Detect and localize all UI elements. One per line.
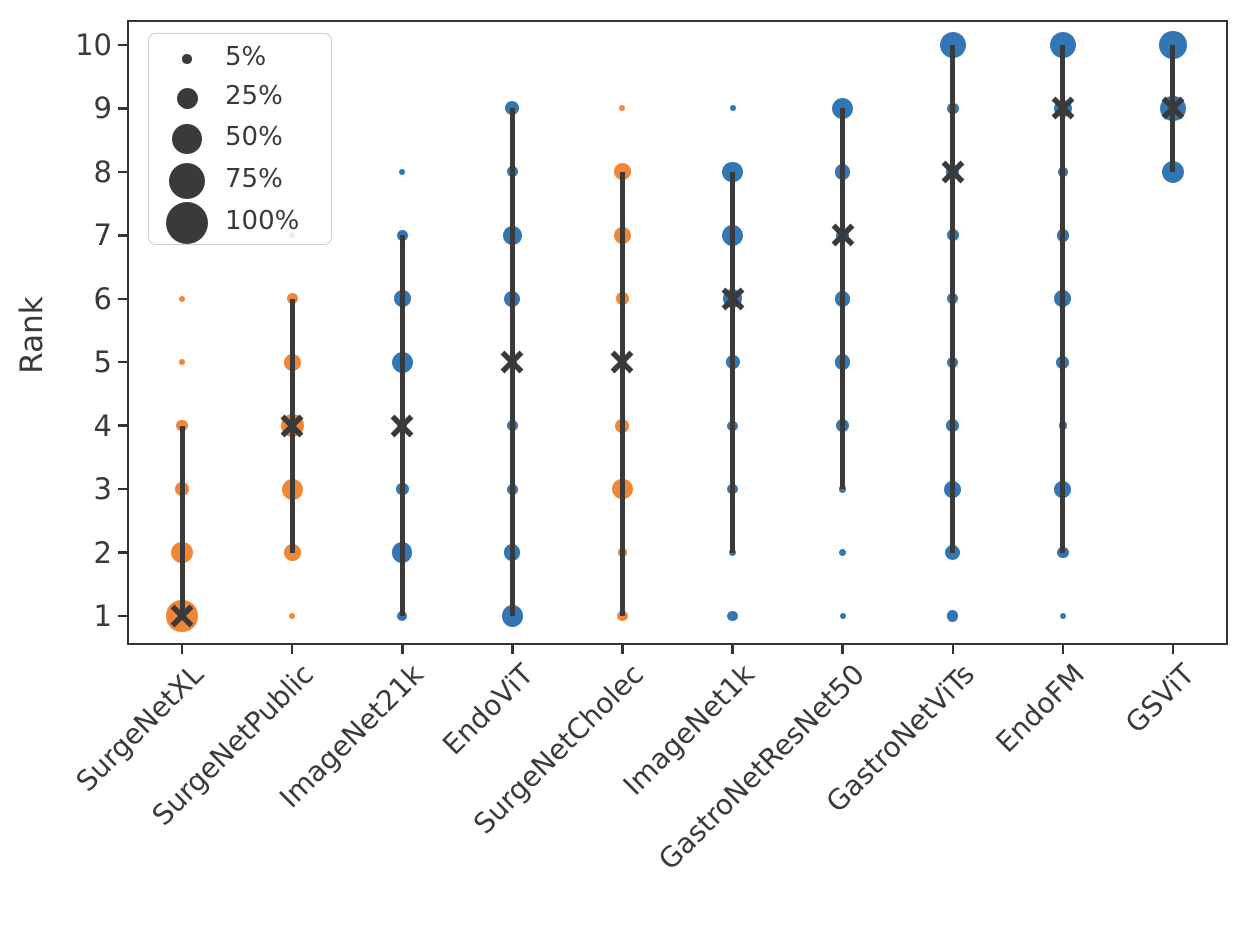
median-x-marker <box>1049 94 1077 122</box>
x-tick-mark <box>1171 645 1175 654</box>
rank-pct-dot <box>947 610 959 622</box>
y-tick-label: 3 <box>93 472 112 507</box>
rank-pct-dot <box>1059 613 1066 619</box>
y-tick-label: 1 <box>93 599 112 633</box>
x-tick-mark <box>731 645 734 654</box>
rank-pct-dot <box>501 605 524 627</box>
rank-pct-dot <box>283 544 301 561</box>
legend-label: 50% <box>225 122 283 152</box>
y-tick-label: 9 <box>93 91 112 126</box>
rank-range-line <box>1060 45 1066 553</box>
legend-size-dot <box>166 202 208 244</box>
y-tick-label: 2 <box>93 535 112 570</box>
y-tick-mark <box>118 614 127 618</box>
median-x-marker <box>388 412 416 440</box>
rank-pct-dot <box>839 485 847 493</box>
rank-pct-dot <box>614 163 631 181</box>
y-tick-mark <box>118 234 127 237</box>
rank-range-line <box>179 425 185 616</box>
x-tick-mark <box>841 645 844 654</box>
rank-pct-dot <box>289 613 296 619</box>
rank-pct-dot <box>617 610 628 622</box>
x-tick-mark <box>180 645 184 654</box>
legend-label: 5% <box>225 42 267 72</box>
legend-label: 100% <box>225 206 300 236</box>
legend-size-dot <box>176 87 198 109</box>
median-x-marker <box>608 348 636 376</box>
plot-area <box>127 20 1228 645</box>
rank-pct-dot <box>722 161 743 182</box>
rank-pct-dot <box>619 105 626 112</box>
y-tick-label: 6 <box>93 281 112 316</box>
rank-pct-dot <box>1161 160 1185 183</box>
median-x-marker <box>168 602 196 630</box>
y-tick-mark <box>118 360 127 364</box>
legend-label: 25% <box>225 81 283 111</box>
y-tick-mark <box>118 43 127 47</box>
legend-size-dot <box>168 162 206 200</box>
y-tick-mark <box>118 424 127 427</box>
y-tick-label: 4 <box>93 408 112 443</box>
y-tick-mark <box>118 107 127 110</box>
x-tick-mark <box>621 645 624 654</box>
rank-range-line <box>730 171 736 553</box>
rank-range-line <box>840 108 846 490</box>
x-tick-mark <box>951 645 954 654</box>
median-x-marker <box>278 412 306 440</box>
rank-pct-dot <box>397 610 408 622</box>
legend-size-dot <box>182 54 192 64</box>
size-legend: 5% 25% 50% 75% 100% <box>148 33 332 245</box>
median-x-marker <box>1159 94 1187 122</box>
rank-pct-dot <box>179 359 186 366</box>
median-x-marker <box>498 348 526 376</box>
rank-pct-dot <box>729 105 736 112</box>
legend-size-dot <box>172 124 202 154</box>
rank-pct-dot <box>399 168 406 175</box>
y-tick-label: 8 <box>93 154 112 189</box>
y-tick-label: 7 <box>93 218 112 253</box>
x-tick-mark <box>401 645 404 654</box>
rank-pct-dot <box>1056 546 1069 559</box>
x-tick-mark <box>511 645 514 654</box>
rank-pct-dot <box>839 613 846 619</box>
legend-label: 75% <box>225 164 283 194</box>
y-tick-label: 10 <box>75 28 112 62</box>
median-x-marker <box>829 221 857 249</box>
y-tick-label: 5 <box>93 345 112 380</box>
x-tick-mark <box>1061 645 1065 654</box>
median-x-marker <box>939 158 967 186</box>
rank-pct-dot <box>727 610 738 622</box>
y-tick-mark <box>118 487 127 491</box>
rank-pct-dot <box>179 295 186 302</box>
rank-range-line <box>950 45 956 553</box>
rank-range-line <box>619 171 625 616</box>
x-tick-mark <box>290 645 294 654</box>
median-x-marker <box>719 285 747 313</box>
y-tick-mark <box>118 170 127 174</box>
rank-pct-dot <box>505 101 520 116</box>
rank-pct-dot <box>396 229 408 241</box>
rank-pct-dot <box>839 548 847 557</box>
y-tick-mark <box>118 551 127 554</box>
y-tick-mark <box>118 297 127 301</box>
